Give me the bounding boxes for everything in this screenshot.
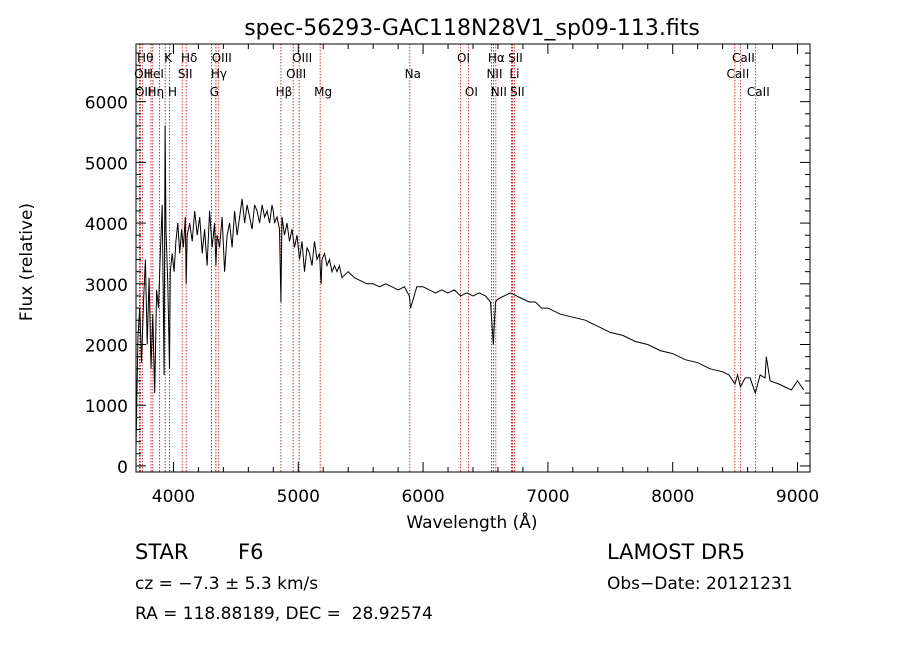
line-label-22: NII (491, 85, 507, 99)
line-label-26: CaII (726, 67, 749, 81)
line-label-17: Na (405, 67, 421, 81)
spectral-line-markers (138, 44, 756, 472)
y-axis-ticks: 0 1000 2000 3000 4000 5000 6000 (85, 52, 810, 478)
x-tick-label-4: 8000 (651, 487, 694, 507)
line-label-27: CaII (732, 51, 755, 65)
line-label-9: Hδ (181, 51, 197, 65)
line-label-21: Hα (488, 51, 505, 65)
x-tick-label-3: 7000 (526, 487, 569, 507)
x-tick-label-5: 9000 (776, 487, 819, 507)
line-label-7: H (168, 85, 177, 99)
spectrum-line (135, 125, 805, 448)
line-label-19: OI (465, 85, 478, 99)
line-label-6: K (164, 51, 173, 65)
coordinates: RA = 118.88189, DEC = 28.92574 (135, 604, 433, 624)
line-label-23: Li (509, 67, 519, 81)
x-axis-ticks: 4000 5000 6000 7000 8000 9000 (152, 44, 819, 507)
line-label-4: Hη (148, 85, 165, 99)
survey-name: LAMOST DR5 (607, 540, 746, 564)
y-tick-label-1: 1000 (85, 397, 128, 417)
line-label-24: SII (508, 51, 523, 65)
y-tick-label-6: 6000 (85, 94, 128, 114)
line-label-3: HeI (144, 67, 164, 81)
line-label-15: OIII (292, 51, 312, 65)
x-axis-label: Wavelength (Å) (406, 511, 537, 533)
line-label-14: OIII (286, 67, 306, 81)
plot-frame (135, 43, 811, 473)
x-tick-label-1: 5000 (277, 487, 320, 507)
object-subclass: F6 (238, 540, 264, 564)
line-label-18: OI (457, 51, 470, 65)
line-label-1: OII (135, 85, 152, 99)
line-label-12: OIII (212, 51, 232, 65)
y-tick-label-5: 5000 (85, 154, 128, 174)
spectral-line-labels: OIIOIIHθHeIHηKHSIIHδGHγOIIIHβOIIIOIIIMgN… (134, 51, 770, 99)
line-label-2: Hθ (137, 51, 153, 65)
line-label-11: Hγ (211, 67, 227, 81)
line-label-20: NII (486, 67, 502, 81)
observation-date: Obs−Date: 20121231 (607, 574, 793, 594)
object-class: STAR (135, 540, 189, 564)
y-tick-label-2: 2000 (85, 337, 128, 357)
x-tick-label-2: 6000 (401, 487, 444, 507)
redshift-velocity: cz = −7.3 ± 5.3 km/s (135, 574, 319, 594)
y-tick-label-3: 3000 (85, 276, 128, 296)
chart-title: spec-56293-GAC118N28V1_sp09-113.fits (244, 16, 700, 41)
line-label-10: G (210, 85, 219, 99)
y-tick-label-4: 4000 (85, 215, 128, 235)
line-label-16: Mg (314, 85, 332, 99)
line-label-8: SII (178, 67, 193, 81)
line-label-25: SII (510, 85, 525, 99)
x-tick-label-0: 4000 (152, 487, 195, 507)
y-axis-label: Flux (relative) (17, 203, 37, 321)
y-tick-label-0: 0 (117, 458, 128, 478)
line-label-28: CaII (747, 85, 770, 99)
line-label-13: Hβ (276, 85, 293, 99)
